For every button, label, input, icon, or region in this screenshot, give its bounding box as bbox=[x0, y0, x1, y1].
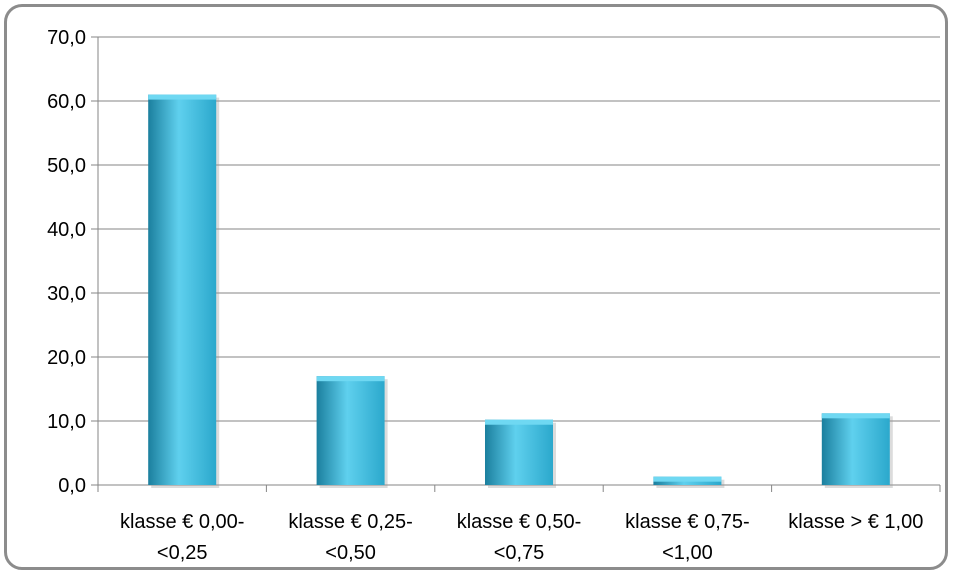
y-tick-label: 40,0 bbox=[47, 219, 86, 241]
bar-top-bevel bbox=[485, 419, 553, 425]
x-category-label: klasse € 0,00- bbox=[120, 511, 245, 533]
y-tick-label: 30,0 bbox=[47, 283, 86, 305]
x-category-label: klasse € 0,50- bbox=[457, 511, 582, 533]
x-category-label: <0,75 bbox=[494, 542, 545, 564]
bar-top-bevel bbox=[821, 413, 890, 419]
bar-top-bevel bbox=[653, 476, 722, 482]
bar bbox=[485, 419, 556, 488]
bars bbox=[148, 94, 893, 488]
bar-body bbox=[485, 419, 553, 485]
x-category-label: klasse € 0,75- bbox=[625, 511, 750, 533]
bar bbox=[821, 413, 893, 488]
x-category-label: <0,50 bbox=[325, 542, 376, 564]
y-tick-label: 70,0 bbox=[47, 27, 86, 49]
bar-body bbox=[821, 413, 890, 485]
bar-top-bevel bbox=[316, 376, 385, 382]
y-tick-label: 50,0 bbox=[47, 155, 86, 177]
y-tick-label: 20,0 bbox=[47, 347, 86, 369]
x-category-label: <0,25 bbox=[157, 542, 208, 564]
x-category-label: klasse > € 1,00 bbox=[788, 511, 923, 533]
bar bbox=[316, 376, 388, 488]
bar bbox=[148, 94, 220, 488]
gridlines bbox=[98, 36, 940, 422]
y-tick-label: 0,0 bbox=[58, 475, 86, 497]
bar-body bbox=[316, 376, 385, 485]
y-tick-label: 60,0 bbox=[47, 91, 86, 113]
x-category-label: klasse € 0,25- bbox=[288, 511, 413, 533]
bar-body bbox=[148, 94, 217, 485]
x-category-label: <1,00 bbox=[662, 542, 713, 564]
bar-top-bevel bbox=[148, 94, 217, 100]
labels: 0,0 10,0 20,0 30,0 40,0 50,0 60,0 70,0 klasse € … bbox=[47, 27, 923, 564]
bar bbox=[653, 476, 725, 488]
y-tick-label: 10,0 bbox=[47, 411, 86, 433]
